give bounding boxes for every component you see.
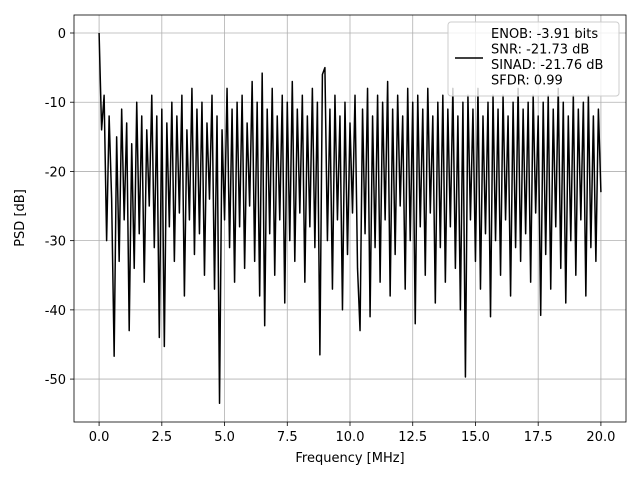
x-tick-label: 10.0 [336,430,365,445]
y-axis-label: PSD [dB] [13,189,28,247]
plot-frame [73,14,627,423]
y-tick-label: -50 [45,373,66,388]
x-tick-label: 2.5 [151,430,172,445]
legend-box [447,21,620,97]
x-tick-label: 7.5 [277,430,298,445]
y-tick-label: -10 [45,96,66,111]
y-tick-label: -40 [45,304,66,319]
x-tick-label: 5.0 [214,430,235,445]
x-tick-label: 17.5 [524,430,553,445]
legend-line: SFDR: 0.99 [491,74,563,89]
x-axis-label: Frequency [MHz] [295,451,404,466]
y-tick-label: 0 [58,27,66,42]
x-tick-label: 15.0 [461,430,490,445]
legend: ENOB: -3.91 bits SNR: -21.73 dB SINAD: -21… [447,21,620,97]
legend-label: ENOB: -3.91 bits SNR: -21.73 dB SINAD: -21… [491,27,603,89]
x-tick-label: 0.0 [89,430,110,445]
x-tick-label: 20.0 [586,430,615,445]
y-tick-label: -20 [45,165,66,180]
legend-line: SNR: -21.73 dB [491,43,589,58]
x-tick-label: 12.5 [398,430,427,445]
legend-line: ENOB: -3.91 bits [491,27,598,42]
y-tick-label: -30 [45,235,66,250]
legend-line: SINAD: -21.76 dB [491,58,603,73]
psd-line [98,32,602,405]
